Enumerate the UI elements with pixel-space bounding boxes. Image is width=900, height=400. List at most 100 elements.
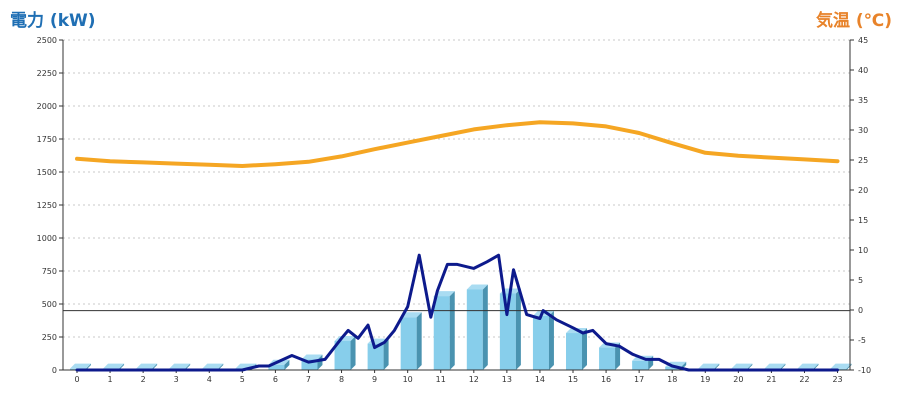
bar	[466, 284, 488, 370]
bar-side	[119, 363, 125, 370]
right-tick-label: 5	[858, 276, 863, 285]
bar-side	[780, 363, 786, 370]
right-tick-label: 20	[858, 186, 868, 195]
right-tick-label: 35	[858, 96, 868, 105]
bar-front	[632, 360, 649, 370]
x-tick-label: 16	[601, 375, 611, 384]
bar-top	[169, 363, 191, 369]
bar-front	[466, 289, 483, 370]
x-tick-label: 11	[436, 375, 446, 384]
bar-top	[797, 363, 819, 369]
left-tick-label: 2250	[37, 69, 57, 78]
power-bars	[70, 284, 852, 370]
x-tick-label: 17	[634, 375, 644, 384]
bar-front	[301, 359, 318, 370]
right-tick-label: 25	[858, 156, 868, 165]
bar-front	[400, 317, 417, 370]
bar	[301, 354, 323, 370]
bar-front	[499, 293, 516, 370]
x-tick-label: 12	[469, 375, 479, 384]
bar-top	[764, 363, 786, 369]
x-tick-label: 3	[174, 375, 179, 384]
bar-side	[615, 342, 621, 370]
x-tick-label: 20	[733, 375, 743, 384]
bar-top	[731, 363, 753, 369]
left-tick-label: 2000	[37, 102, 57, 111]
x-tick-label: 6	[273, 375, 278, 384]
gridlines	[63, 39, 850, 338]
bar-top	[466, 284, 488, 290]
left-tick-label: 1000	[37, 234, 57, 243]
right-tick-label: 10	[858, 246, 868, 255]
left-axis-title: 電力 (kW)	[10, 11, 96, 31]
bar	[532, 310, 554, 370]
x-tick-label: 1	[108, 375, 113, 384]
x-tick-label: 0	[74, 375, 79, 384]
x-tick-label: 13	[502, 375, 512, 384]
series-lines	[75, 120, 840, 372]
right-tick-label: 45	[858, 36, 868, 45]
right-tick-label: 15	[858, 216, 868, 225]
bar-side	[350, 335, 356, 370]
left-tick-label: 2500	[37, 36, 57, 45]
x-tick-label: 15	[568, 375, 578, 384]
temperature-line	[75, 120, 840, 168]
bar	[499, 288, 521, 370]
x-tick-label: 4	[207, 375, 212, 384]
x-tick-label: 2	[141, 375, 146, 384]
bar-front	[367, 343, 384, 370]
x-tick-label: 23	[832, 375, 842, 384]
right-axis-title: 気温 (℃)	[815, 11, 892, 31]
bar-top	[830, 363, 852, 369]
bar-top	[202, 363, 224, 369]
bar-side	[582, 328, 588, 370]
bar-side	[284, 359, 290, 370]
tick-labels: 02505007501000125015001750200022502500-1…	[37, 36, 871, 384]
x-tick-label: 21	[766, 375, 776, 384]
axes	[59, 39, 854, 373]
bar-side	[548, 310, 554, 370]
bar-side	[383, 338, 389, 370]
bar-top	[400, 312, 422, 318]
left-tick-label: 500	[42, 300, 57, 309]
right-tick-label: 0	[858, 306, 863, 315]
bar-side	[449, 291, 455, 370]
x-tick-label: 22	[799, 375, 809, 384]
x-tick-label: 19	[700, 375, 710, 384]
bar-front	[566, 333, 583, 370]
bar-side	[482, 284, 488, 370]
bar	[433, 291, 455, 370]
bar-front	[433, 296, 450, 370]
x-tick-label: 9	[372, 375, 377, 384]
bar-top	[301, 354, 323, 360]
bar-front	[268, 364, 285, 370]
left-tick-label: 750	[42, 267, 57, 276]
x-tick-label: 8	[339, 375, 344, 384]
bar-side	[152, 363, 158, 370]
right-tick-label: 40	[858, 66, 868, 75]
bar-side	[218, 363, 224, 370]
right-tick-label: 30	[858, 126, 868, 135]
bar-top	[433, 291, 455, 297]
x-tick-label: 7	[306, 375, 311, 384]
bar-side	[416, 312, 422, 370]
right-tick-label: -10	[858, 366, 871, 375]
bar-side	[317, 354, 323, 370]
bar-top	[136, 363, 158, 369]
power-line	[75, 253, 839, 372]
bar-side	[86, 363, 91, 370]
x-tick-label: 14	[535, 375, 545, 384]
right-tick-label: -5	[858, 336, 866, 345]
x-tick-label: 10	[403, 375, 413, 384]
bar-front	[334, 340, 351, 370]
left-tick-label: 0	[52, 366, 57, 375]
left-tick-label: 250	[42, 333, 57, 342]
bar-side	[714, 363, 720, 370]
bar-front	[532, 315, 549, 370]
bar-side	[515, 288, 521, 370]
bar-top	[103, 363, 125, 369]
bar-front	[665, 366, 682, 370]
left-tick-label: 1750	[37, 135, 57, 144]
left-tick-label: 1500	[37, 168, 57, 177]
